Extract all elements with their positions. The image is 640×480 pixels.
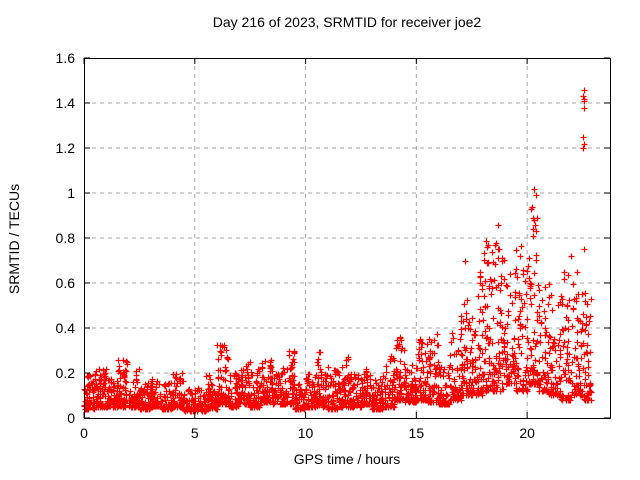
y-tick-label: 1.2 xyxy=(56,140,76,156)
y-tick-label: 0.8 xyxy=(56,230,76,246)
y-tick-label: 1 xyxy=(67,185,75,201)
y-tick-label: 0.6 xyxy=(56,275,76,291)
x-tick-label: 15 xyxy=(409,425,425,441)
x-tick-label: 5 xyxy=(191,425,199,441)
y-tick-label: 1.4 xyxy=(56,95,76,111)
x-tick-label: 20 xyxy=(519,425,535,441)
y-tick-label: 0.2 xyxy=(56,365,76,381)
chart-title: Day 216 of 2023, SRMTID for receiver joe… xyxy=(212,14,482,30)
x-axis-label: GPS time / hours xyxy=(293,451,401,467)
plot-border xyxy=(84,58,611,419)
y-tick-label: 1.6 xyxy=(56,50,76,66)
scatter-points xyxy=(81,87,595,415)
y-tick-label: 0.4 xyxy=(56,320,76,336)
x-tick-label: 0 xyxy=(80,425,88,441)
grid-lines xyxy=(84,58,610,418)
x-tick-label: 10 xyxy=(298,425,314,441)
y-tick-label: 0 xyxy=(67,410,75,426)
